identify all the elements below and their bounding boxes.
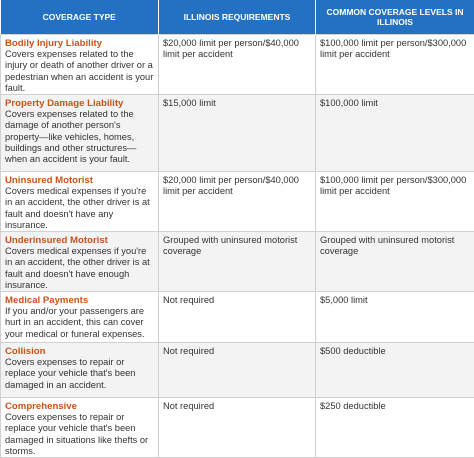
common-level: Grouped with uninsured motorist coverage <box>316 232 474 292</box>
illinois-requirement: $15,000 limit <box>159 95 316 172</box>
coverage-description: Covers medical expenses if you're in an … <box>5 186 150 230</box>
illinois-requirement: Not required <box>159 398 316 458</box>
illinois-requirement: Not required <box>159 343 316 398</box>
coverage-title: Medical Payments <box>5 295 154 306</box>
coverage-title: Collision <box>5 346 154 357</box>
coverage-title: Comprehensive <box>5 401 154 412</box>
header-cell: COMMON COVERAGE LEVELS IN ILLINOIS <box>316 0 474 35</box>
illinois-requirement: Not required <box>159 292 316 343</box>
header-row: COVERAGE TYPE ILLINOIS REQUIREMENTS COMM… <box>1 0 474 35</box>
coverage-description: Covers expenses related to the injury or… <box>5 49 153 93</box>
common-level: $100,000 limit per person/$300,000 limit… <box>316 172 474 232</box>
header-cell: ILLINOIS REQUIREMENTS <box>159 0 316 35</box>
coverage-title: Underinsured Motorist <box>5 235 154 246</box>
illinois-requirement: Grouped with uninsured motorist coverage <box>159 232 316 292</box>
coverage-description: Covers expenses related to the damage of… <box>5 109 136 164</box>
illinois-requirement: $20,000 limit per person/$40,000 limit p… <box>159 35 316 95</box>
header-cell: COVERAGE TYPE <box>1 0 159 35</box>
common-level: $250 deductible <box>316 398 474 458</box>
coverage-description: If you and/or your passengers are hurt i… <box>5 306 145 338</box>
coverage-description: Covers medical expenses if you're in an … <box>5 246 150 290</box>
common-level: $100,000 limit per person/$300,000 limit… <box>316 35 474 95</box>
common-level: $500 deductible <box>316 343 474 398</box>
page: COVERAGE TYPE ILLINOIS REQUIREMENTS COMM… <box>0 0 474 435</box>
common-level: $100,000 limit <box>316 95 474 172</box>
coverage-title: Property Damage Liability <box>5 98 154 109</box>
coverage-description: Covers expenses to repair or replace you… <box>5 357 135 389</box>
coverage-title: Uninsured Motorist <box>5 175 154 186</box>
coverage-title: Bodily Injury Liability <box>5 38 154 49</box>
illinois-requirement: $20,000 limit per person/$40,000 limit p… <box>159 172 316 232</box>
common-level: $5,000 limit <box>316 292 474 343</box>
coverage-description: Covers expenses to repair or replace you… <box>5 412 148 456</box>
